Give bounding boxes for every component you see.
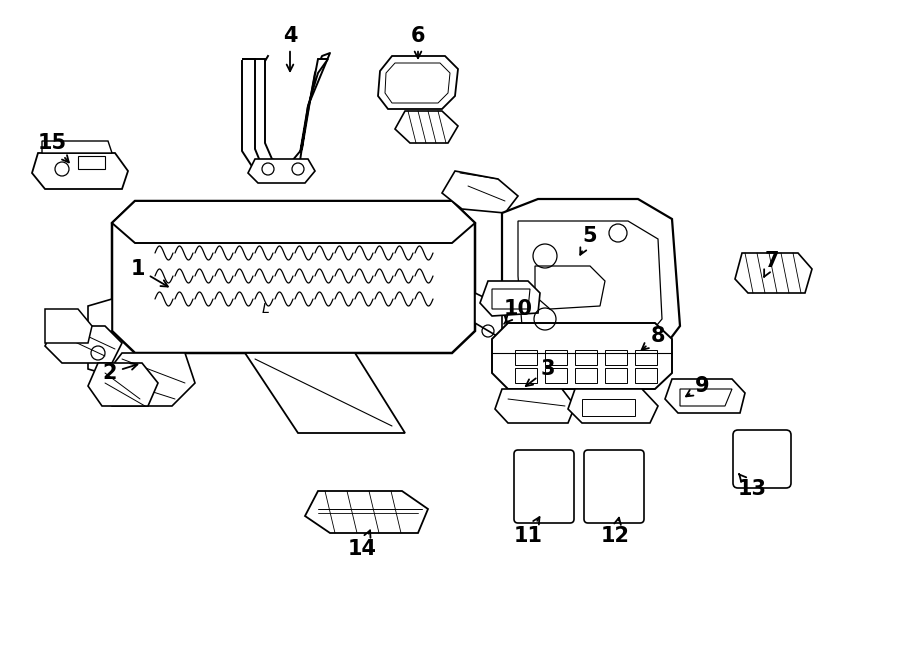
Polygon shape [442, 171, 518, 213]
Polygon shape [245, 353, 405, 433]
Text: L: L [261, 302, 269, 316]
Text: 10: 10 [503, 299, 533, 324]
Polygon shape [88, 339, 112, 376]
Polygon shape [492, 323, 672, 389]
Text: 7: 7 [764, 251, 779, 277]
Polygon shape [242, 59, 328, 176]
Polygon shape [42, 141, 112, 153]
Polygon shape [248, 159, 315, 183]
Text: 15: 15 [38, 133, 69, 163]
Text: 4: 4 [283, 26, 297, 71]
Polygon shape [112, 201, 475, 353]
Polygon shape [378, 56, 458, 109]
Polygon shape [305, 491, 428, 533]
Text: 14: 14 [347, 530, 376, 559]
Polygon shape [102, 353, 195, 406]
Polygon shape [45, 326, 122, 363]
Polygon shape [735, 253, 812, 293]
Polygon shape [480, 281, 540, 316]
Polygon shape [45, 309, 92, 343]
Text: 12: 12 [600, 518, 629, 546]
Polygon shape [568, 389, 658, 423]
Polygon shape [665, 379, 745, 413]
Text: 2: 2 [103, 363, 138, 383]
Text: 3: 3 [526, 359, 555, 386]
Text: 13: 13 [737, 474, 767, 499]
Polygon shape [112, 201, 475, 243]
Text: 1: 1 [130, 259, 168, 287]
Text: 9: 9 [686, 376, 709, 397]
FancyBboxPatch shape [733, 430, 791, 488]
Text: 5: 5 [580, 226, 598, 254]
Text: 6: 6 [410, 26, 425, 58]
FancyBboxPatch shape [514, 450, 574, 523]
FancyBboxPatch shape [584, 450, 644, 523]
Polygon shape [88, 299, 112, 339]
Text: 8: 8 [642, 326, 665, 350]
Polygon shape [495, 389, 575, 423]
Polygon shape [395, 111, 458, 143]
Text: 11: 11 [514, 517, 543, 546]
Polygon shape [502, 199, 680, 359]
Polygon shape [475, 293, 502, 339]
Polygon shape [32, 153, 128, 189]
Polygon shape [88, 363, 158, 406]
